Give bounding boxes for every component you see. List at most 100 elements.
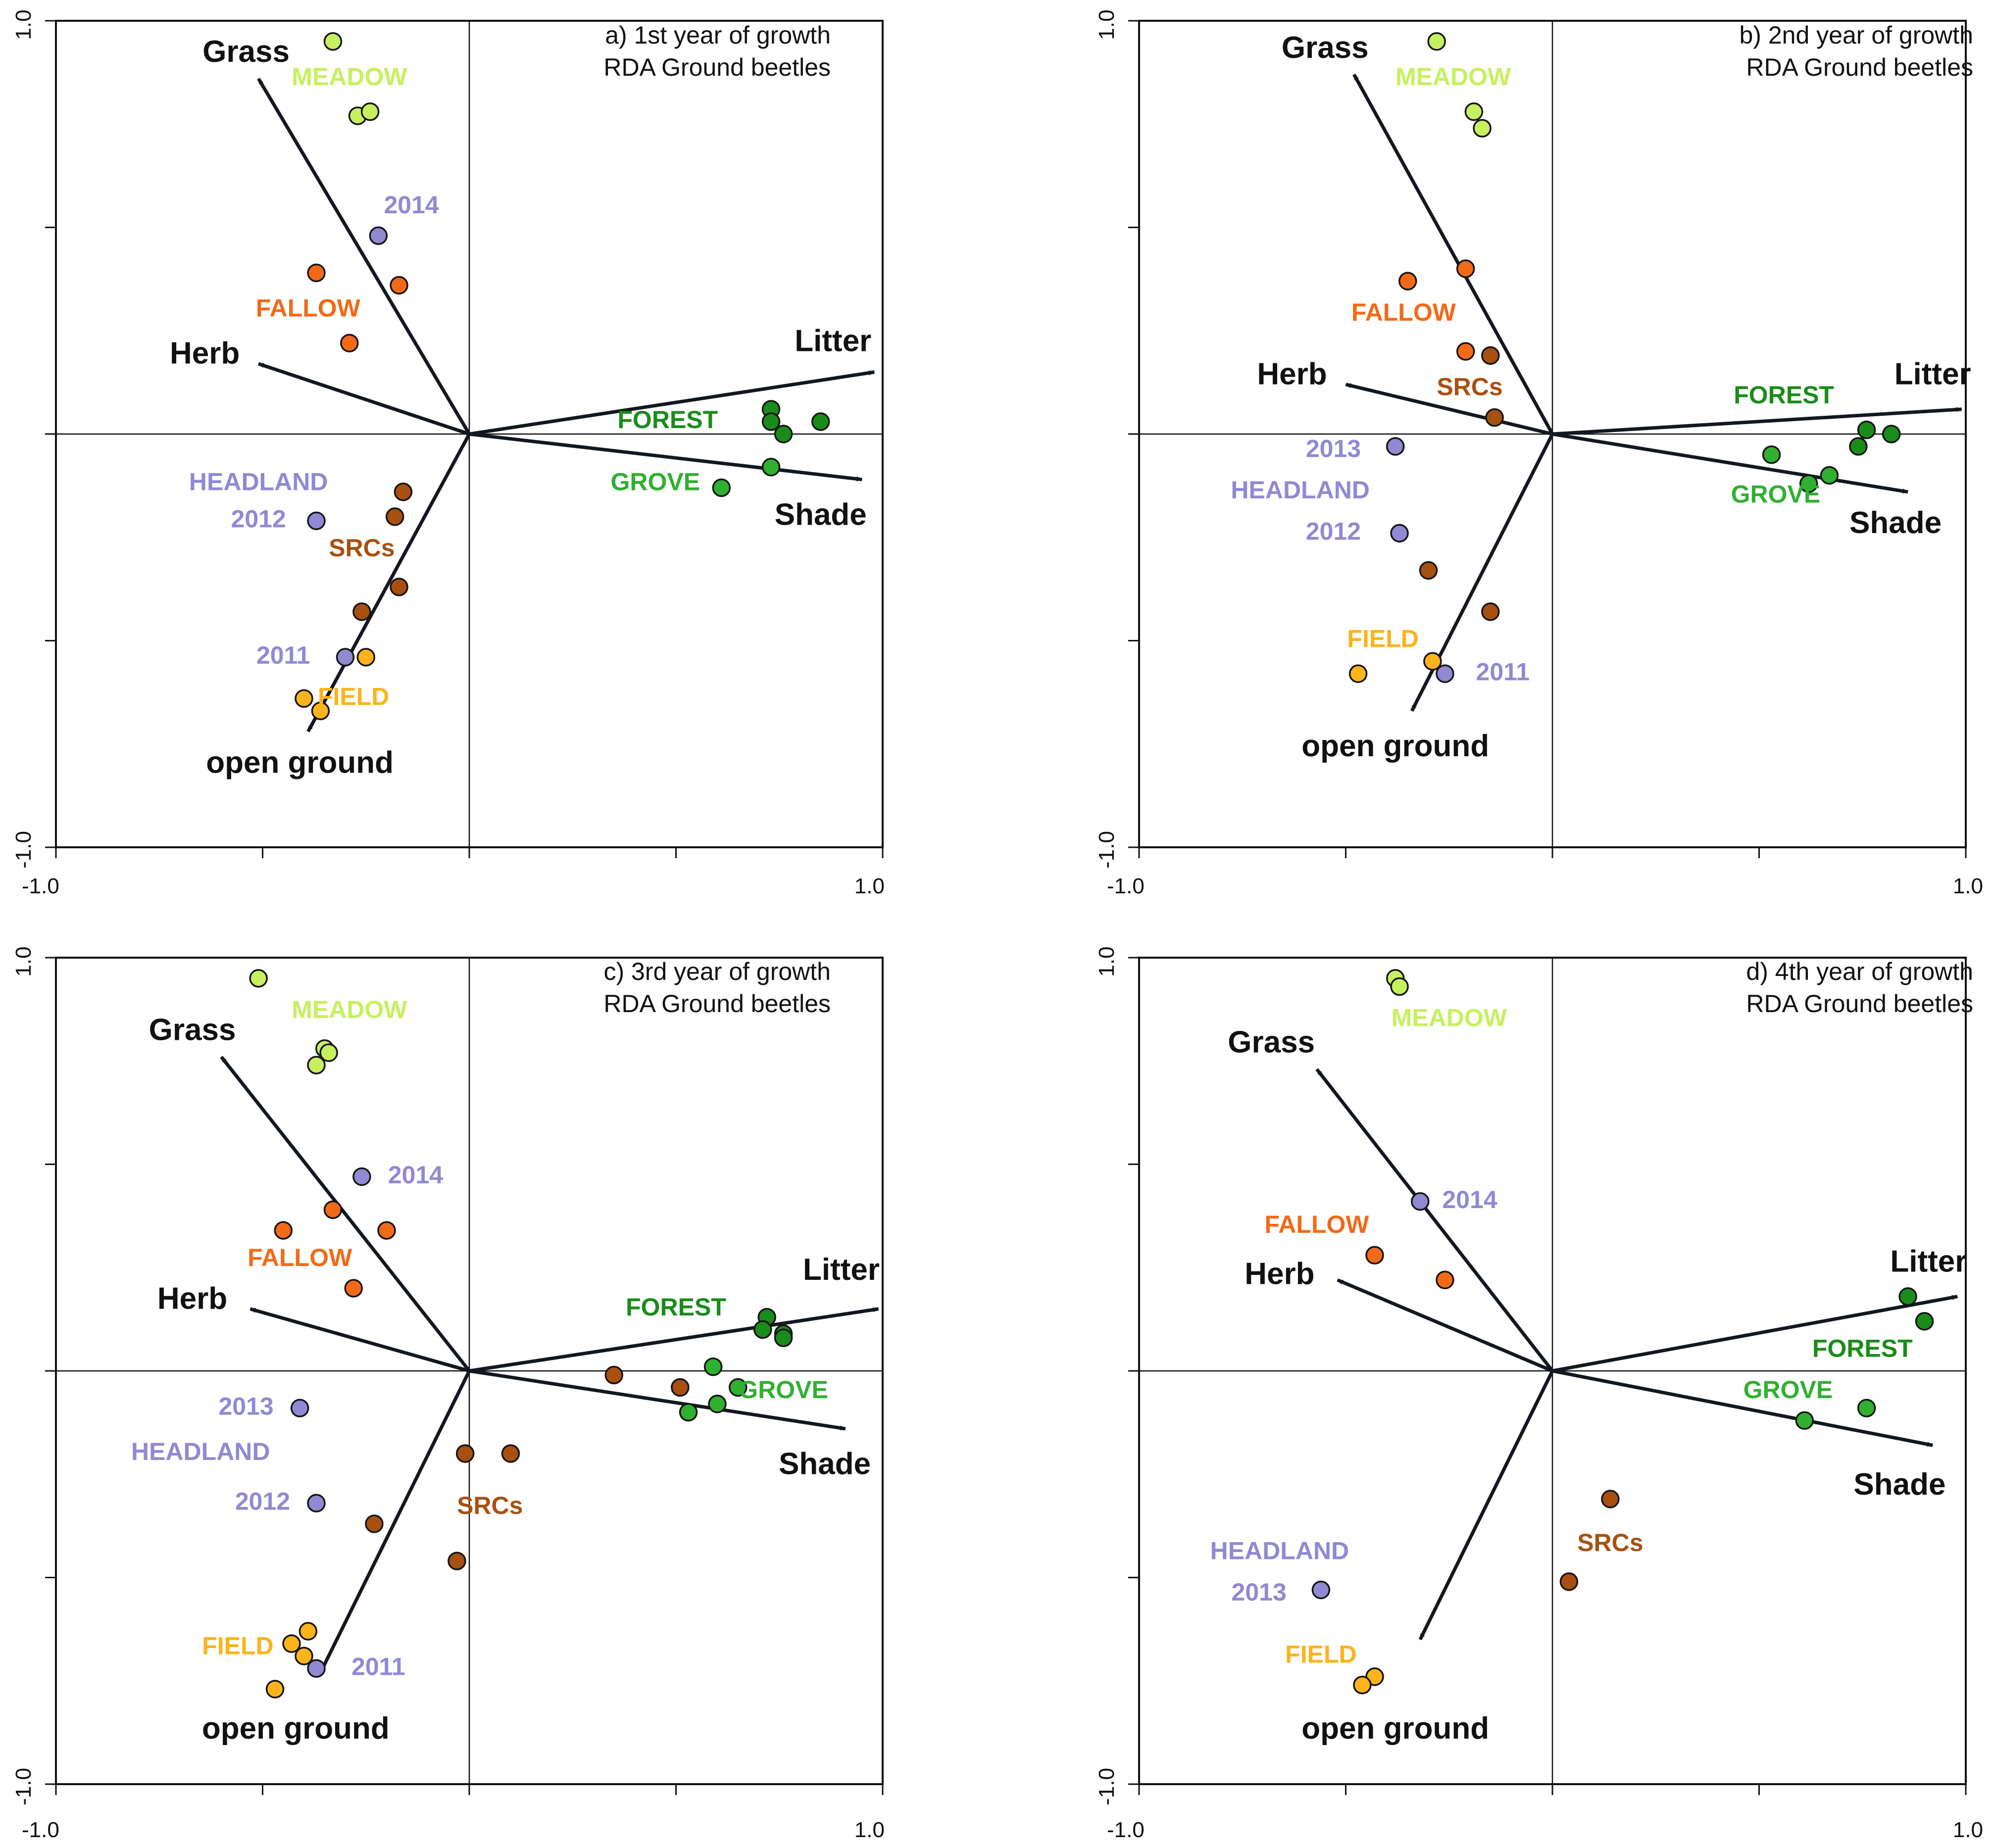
panel-b-label-field: FIELD: [1347, 625, 1418, 653]
panel-c-point-field: [282, 1634, 301, 1653]
panel-c-x-min: -1.0: [22, 1818, 59, 1842]
panel-c-label-forest: FOREST: [626, 1293, 726, 1321]
panel-b-point-field: [1348, 664, 1368, 683]
panel-d-y-min: -1.0: [1095, 1768, 1119, 1805]
panel-a-label-headland: HEADLAND: [189, 468, 328, 495]
panel-b-point-fallow: [1398, 272, 1417, 291]
panel-c-arrow-label-grass: Grass: [149, 1013, 236, 1047]
panel-c-point-field: [265, 1680, 285, 1699]
panel-a-arrow-shade: [469, 432, 863, 482]
panel-b-point-srcs: [1419, 561, 1438, 580]
panel-a-point-grove: [712, 478, 731, 497]
panel-c-label-srcs: SRCs: [457, 1492, 523, 1519]
panel-c-point-headland: [352, 1167, 371, 1186]
panel-b-label-srcs: SRCs: [1437, 373, 1502, 400]
panel-d-label-fallow: FALLOW: [1265, 1211, 1370, 1238]
panel-c-point-grove: [729, 1378, 747, 1397]
panel-c-point-srcs: [671, 1378, 690, 1397]
panel-b-arrow-label-herb: Herb: [1257, 357, 1327, 391]
panel-b-point-srcs: [1481, 346, 1500, 365]
panel-b-point-forest: [1882, 425, 1901, 443]
panel-a-point-srcs: [385, 507, 404, 526]
panel-d-point-fallow: [1436, 1270, 1454, 1290]
panel-a-x-min: -1.0: [22, 874, 59, 898]
panel-a-arrow-herb: [258, 362, 470, 436]
panel-a-title: a) 1st year of growth: [605, 21, 831, 49]
panel-d-arrow-litter: [1552, 1295, 1958, 1373]
panel-a-label-grove: GROVE: [610, 468, 700, 495]
panel-a-label-srcs: SRCs: [329, 534, 395, 562]
panel-c-label-2014: 2014: [388, 1161, 443, 1189]
panel-c-label-field: FIELD: [202, 1632, 273, 1660]
panel-b-point-grove: [1762, 445, 1781, 464]
panel-a-point-field: [311, 701, 330, 721]
panel-c-point-srcs: [455, 1444, 475, 1463]
panel-b-point-srcs: [1481, 602, 1500, 621]
panel-a-point-srcs: [394, 483, 413, 501]
panel-a-label-2011: 2011: [256, 641, 310, 669]
panel-d-arrow-grass: [1315, 1068, 1554, 1372]
panel-b-y-max: 1.0: [1095, 9, 1119, 40]
panel-a-label-field: FIELD: [318, 683, 389, 711]
panel-d-point-headland: [1411, 1192, 1430, 1211]
panel-b-arrow-shade: [1552, 432, 1909, 494]
panel-c-point-field: [299, 1622, 318, 1641]
panel-b-label-2013: 2013: [1306, 435, 1361, 463]
panel-c-x-max: 1.0: [854, 1818, 885, 1842]
panel-d-arrow-label-litter: Litter: [1890, 1244, 1967, 1278]
panel-b-label-2011: 2011: [1476, 658, 1530, 686]
panel-c-arrow-open-ground: [319, 1370, 471, 1674]
panel-b-arrow-label-grass: Grass: [1282, 31, 1369, 65]
panel-d-point-grove: [1795, 1411, 1814, 1430]
panel-d: d) 4th year of growth RDA Ground beetles…: [1095, 946, 1983, 1842]
panel-c-arrow-label-open-ground: open ground: [202, 1711, 390, 1746]
panel-c-arrow-grass: [220, 1056, 471, 1372]
panel-c-arrow-shade: [469, 1369, 846, 1431]
panel-c-point-forest: [753, 1320, 772, 1339]
panel-a-point-meadow: [323, 32, 343, 51]
panel-d-label-field: FIELD: [1285, 1640, 1356, 1668]
panel-c-label-2011: 2011: [351, 1653, 405, 1680]
panel-b-point-headland: [1386, 437, 1405, 456]
panel-a-arrow-label-herb: Herb: [170, 337, 240, 371]
panel-a-arrow-label-litter: Litter: [795, 324, 871, 358]
panel-c-point-grove: [708, 1395, 727, 1413]
panel-a-y-max: 1.0: [11, 9, 36, 40]
panel-b-point-forest: [1857, 420, 1876, 439]
panel-a-subtitle: RDA Ground beetles: [603, 53, 831, 81]
panel-b-y-min: -1.0: [1095, 831, 1119, 869]
panel-c-point-fallow: [323, 1200, 343, 1219]
panel-c-label-headland: HEADLAND: [131, 1438, 270, 1465]
panel-b-x-max: 1.0: [1953, 874, 1983, 898]
panel-d-point-srcs: [1559, 1572, 1579, 1591]
panel-a-point-forest: [774, 425, 793, 443]
panel-b-point-forest: [1849, 437, 1868, 456]
panel-a-point-field: [295, 689, 313, 708]
panel-a-point-fallow: [307, 263, 326, 283]
panel-a-label-2014: 2014: [384, 191, 439, 219]
panel-c-point-meadow: [307, 1056, 326, 1074]
panel-c-point-headland: [307, 1659, 326, 1678]
panel-b-point-meadow: [1464, 102, 1484, 121]
panel-c-point-grove: [679, 1403, 698, 1422]
panel-c-arrow-label-shade: Shade: [779, 1447, 871, 1481]
panel-c-point-meadow: [249, 969, 268, 988]
panel-a-arrow-label-grass: Grass: [202, 35, 290, 69]
panel-b-label-forest: FOREST: [1734, 381, 1834, 409]
panel-d-arrow-label-grass: Grass: [1228, 1025, 1315, 1060]
panel-c-y-max: 1.0: [11, 946, 36, 976]
panel-c-point-meadow: [319, 1043, 338, 1062]
panel-b-label-headland: HEADLAND: [1231, 476, 1370, 504]
panel-a-arrow-label-shade: Shade: [775, 497, 867, 532]
panel-d-arrow-label-open-ground: open ground: [1301, 1711, 1489, 1746]
panel-d-y-max: 1.0: [1095, 946, 1119, 976]
panel-c-point-srcs: [448, 1552, 466, 1570]
panel-a-point-forest: [761, 412, 781, 431]
panel-b-point-headland: [1436, 664, 1454, 683]
panel-c: c) 3rd year of growth RDA Ground beetles…: [11, 946, 885, 1842]
panel-d-point-grove: [1857, 1399, 1876, 1417]
panel-a-arrow-open-ground: [306, 433, 471, 732]
panel-d-label-srcs: SRCs: [1577, 1529, 1643, 1556]
panel-d-arrow-label-herb: Herb: [1245, 1257, 1314, 1291]
panel-a-point-headland: [336, 648, 355, 667]
